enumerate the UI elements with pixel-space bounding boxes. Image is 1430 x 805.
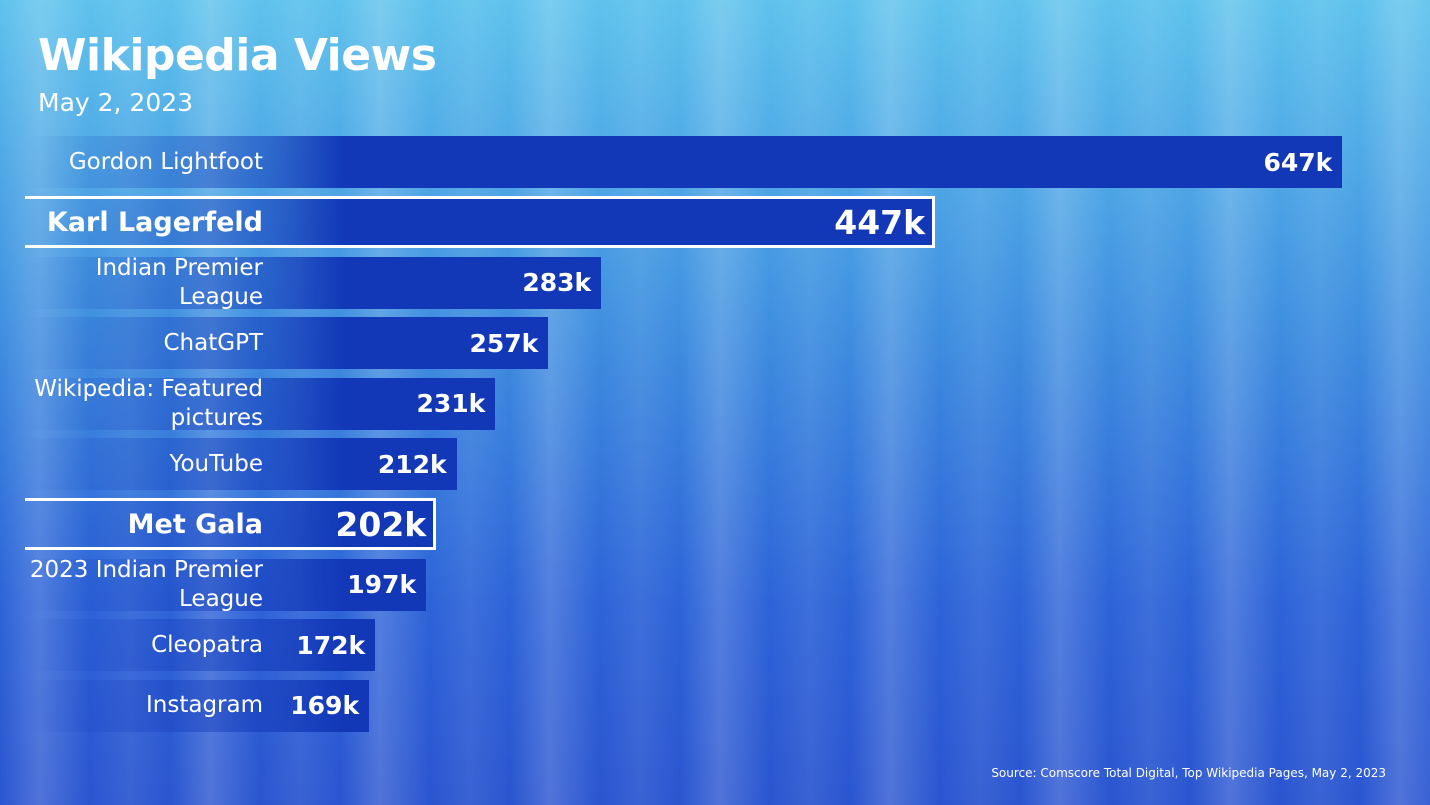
- chart-subtitle: May 2, 2023: [38, 88, 194, 117]
- value-label: 212k: [377, 449, 447, 479]
- bar: [25, 196, 936, 249]
- category-label: Met Gala: [127, 508, 263, 540]
- category-label: 2023 Indian Premier League: [29, 556, 263, 612]
- category-label: ChatGPT: [163, 329, 264, 356]
- value-label: 169k: [290, 691, 360, 721]
- category-label: Wikipedia: Featured pictures: [34, 375, 263, 431]
- category-label: Karl Lagerfeld: [46, 206, 263, 238]
- value-label: 283k: [522, 268, 592, 298]
- bar: [25, 498, 437, 551]
- value-label: 647k: [1263, 147, 1333, 177]
- value-label: 202k: [335, 504, 427, 544]
- bar: [25, 377, 496, 430]
- category-label: Instagram: [145, 692, 263, 719]
- value-label: 231k: [416, 389, 486, 419]
- category-label: YouTube: [169, 450, 263, 477]
- category-label: Indian Premier League: [95, 254, 263, 310]
- value-label: 447k: [834, 202, 926, 242]
- value-label: 197k: [347, 570, 417, 600]
- bar: [25, 679, 370, 732]
- category-label: Gordon Lightfoot: [68, 148, 263, 175]
- source-note: Source: Comscore Total Digital, Top Wiki…: [991, 766, 1386, 780]
- category-label: Cleopatra: [151, 631, 263, 658]
- bar: [25, 256, 602, 309]
- bar: [25, 136, 1343, 188]
- value-label: 257k: [469, 328, 539, 358]
- chart-title: Wikipedia Views: [38, 30, 437, 81]
- bar: [25, 317, 549, 370]
- value-label: 172k: [296, 630, 366, 660]
- bar: [25, 558, 427, 611]
- bar: [25, 619, 376, 672]
- bar: [25, 438, 457, 490]
